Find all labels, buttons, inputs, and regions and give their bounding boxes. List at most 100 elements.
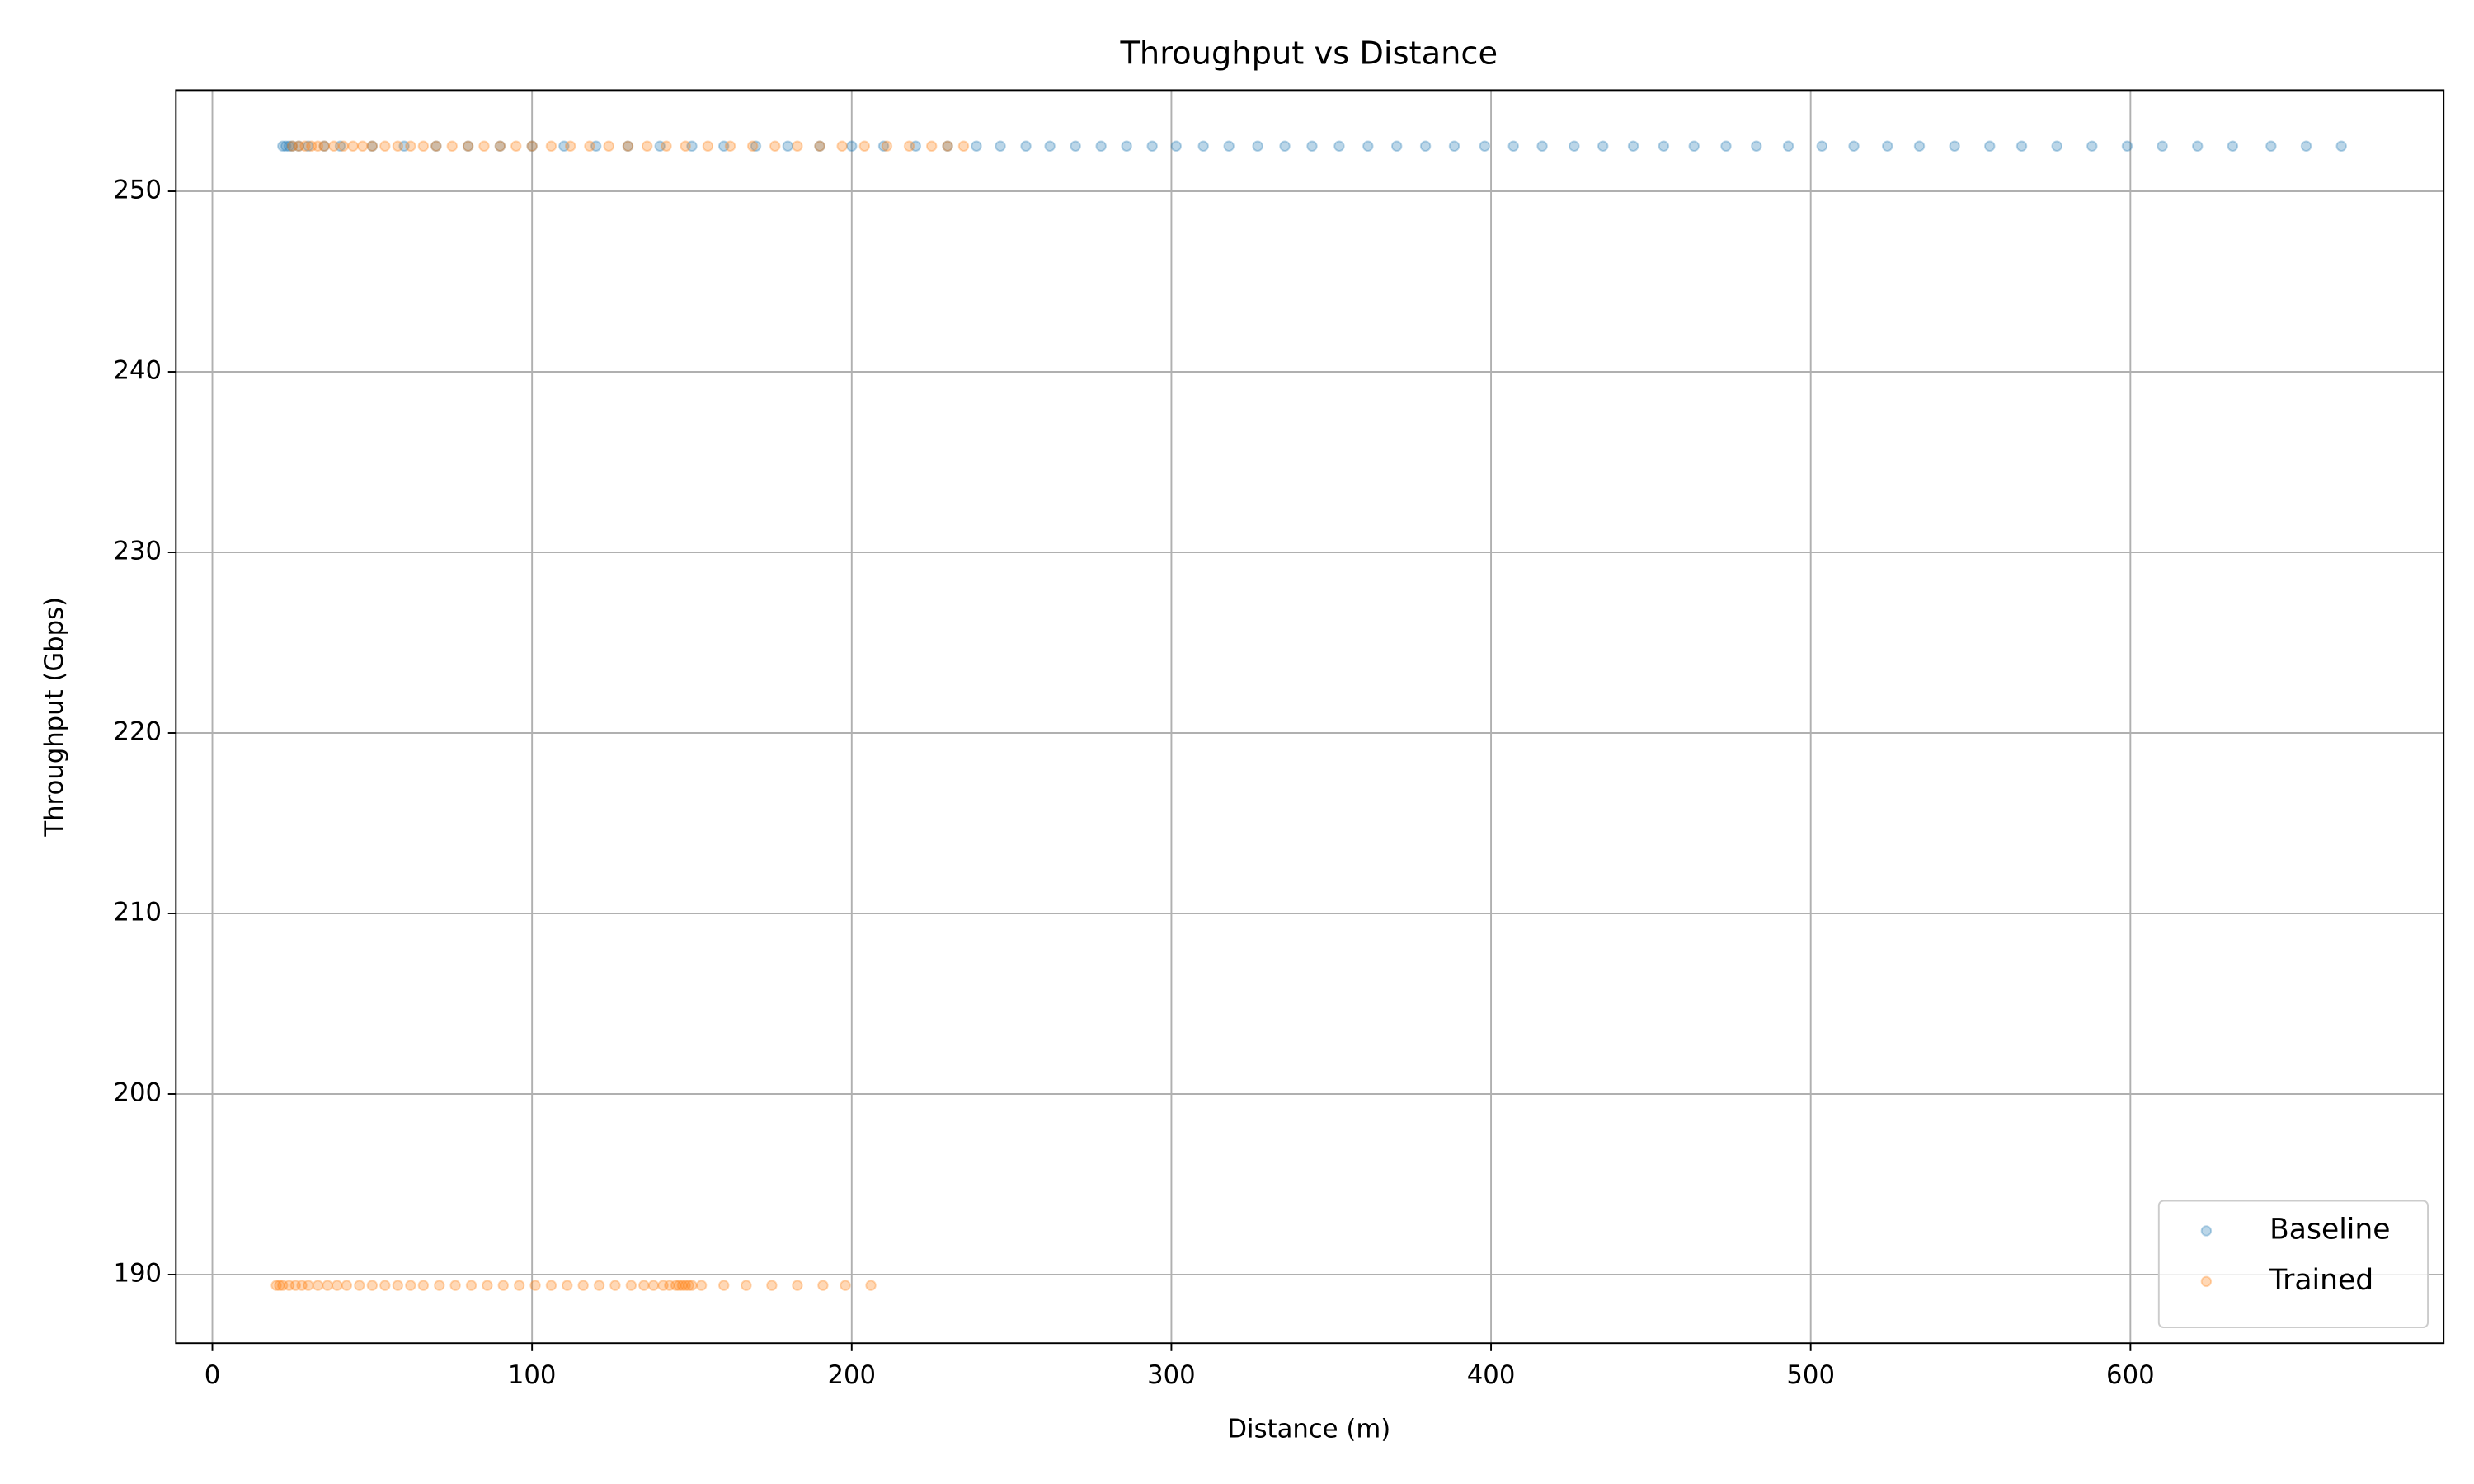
legend: Baseline Trained xyxy=(2157,1200,2429,1328)
point xyxy=(584,140,595,152)
point xyxy=(1333,140,1345,152)
point xyxy=(283,140,295,152)
point xyxy=(664,1280,675,1291)
x-tick-label: 100 xyxy=(508,1361,557,1390)
point xyxy=(286,140,299,152)
point xyxy=(641,140,653,152)
point xyxy=(647,1280,660,1291)
point xyxy=(1507,140,1519,152)
point xyxy=(865,1280,877,1291)
point xyxy=(625,1280,637,1291)
point xyxy=(680,1280,691,1291)
point xyxy=(1146,140,1158,152)
point xyxy=(590,140,602,152)
legend-label: Trained xyxy=(2269,1264,2373,1297)
point xyxy=(686,1280,698,1291)
point xyxy=(593,1280,605,1291)
point xyxy=(769,140,781,152)
point xyxy=(609,1280,621,1291)
point xyxy=(347,140,359,152)
point xyxy=(2157,140,2168,152)
point xyxy=(366,1280,379,1291)
point xyxy=(1197,140,1209,152)
point xyxy=(545,1280,557,1291)
point xyxy=(1536,140,1548,152)
plot-frame xyxy=(175,89,2445,1345)
point xyxy=(638,1280,650,1291)
chart-title: Throughput vs Distance xyxy=(1120,35,1498,73)
point xyxy=(792,1280,803,1291)
point xyxy=(2335,140,2347,152)
point xyxy=(322,1280,333,1291)
y-tick-label: 240 xyxy=(113,357,162,386)
legend-marker xyxy=(2200,1275,2213,1288)
point xyxy=(283,1280,295,1291)
point xyxy=(303,1280,314,1291)
point xyxy=(405,140,416,152)
x-tick-label: 0 xyxy=(205,1361,221,1390)
point xyxy=(449,1280,461,1291)
point xyxy=(846,140,858,152)
point xyxy=(379,1280,391,1291)
point xyxy=(1949,140,1960,152)
point xyxy=(2051,140,2062,152)
point xyxy=(526,140,538,152)
point xyxy=(341,1280,353,1291)
point xyxy=(366,140,379,152)
point xyxy=(312,140,324,152)
point xyxy=(1448,140,1460,152)
point xyxy=(1569,140,1580,152)
point xyxy=(289,1280,302,1291)
point xyxy=(925,140,938,152)
point xyxy=(1479,140,1491,152)
point xyxy=(2265,140,2277,152)
point xyxy=(676,1280,689,1291)
point xyxy=(564,140,576,152)
point xyxy=(670,1280,682,1291)
point xyxy=(417,1280,430,1291)
point xyxy=(299,140,311,152)
point xyxy=(1882,140,1893,152)
point xyxy=(462,140,474,152)
point xyxy=(673,1280,685,1291)
point xyxy=(836,140,848,152)
point xyxy=(1170,140,1182,152)
point xyxy=(1390,140,1403,152)
point xyxy=(1913,140,1926,152)
y-tick-label: 220 xyxy=(113,718,162,747)
point xyxy=(303,140,314,152)
point xyxy=(603,140,614,152)
point xyxy=(293,140,304,152)
series xyxy=(277,140,2347,152)
point xyxy=(1362,140,1374,152)
point xyxy=(494,140,506,152)
point xyxy=(782,140,793,152)
point xyxy=(622,140,634,152)
x-tick-label: 200 xyxy=(828,1361,877,1390)
point xyxy=(434,1280,445,1291)
point xyxy=(1782,140,1794,152)
point xyxy=(622,140,634,152)
point xyxy=(661,140,672,152)
y-tick-label: 250 xyxy=(113,176,162,205)
point xyxy=(462,140,474,152)
point xyxy=(680,140,691,152)
legend-marker xyxy=(2200,1225,2213,1237)
point xyxy=(877,140,890,152)
point xyxy=(497,1280,509,1291)
series xyxy=(270,140,970,1291)
point xyxy=(881,140,893,152)
y-tick-label: 210 xyxy=(113,899,162,928)
point xyxy=(957,140,970,152)
point xyxy=(405,1280,416,1291)
point xyxy=(814,140,825,152)
point xyxy=(430,140,442,152)
y-tick-label: 200 xyxy=(113,1078,162,1107)
point xyxy=(446,140,458,152)
point xyxy=(1223,140,1235,152)
point xyxy=(1848,140,1860,152)
point xyxy=(792,140,803,152)
legend-box xyxy=(2157,1200,2429,1328)
point xyxy=(293,140,304,152)
